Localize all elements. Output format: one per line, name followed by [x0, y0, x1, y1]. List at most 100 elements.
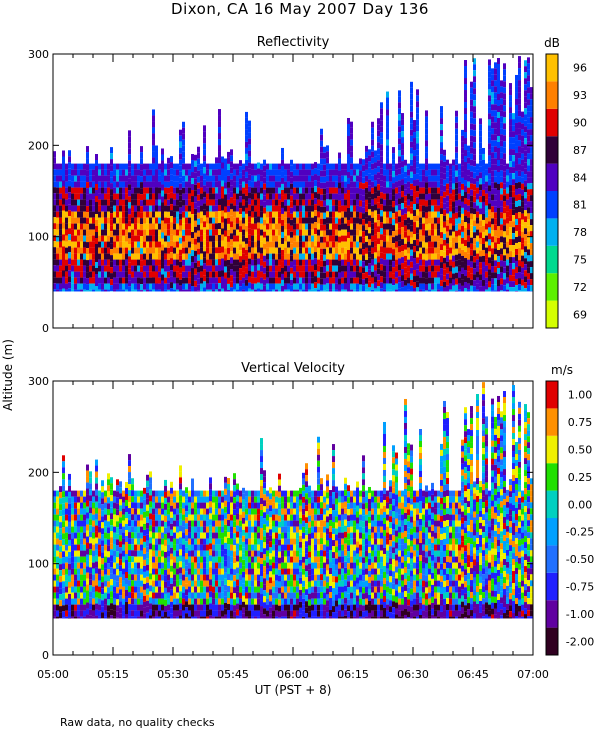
heatmap-cell: [332, 229, 335, 236]
heatmap-cell: [362, 171, 365, 178]
heatmap-cell: [65, 211, 68, 218]
heatmap-cell: [398, 198, 401, 205]
heatmap-cell: [377, 202, 380, 209]
heatmap-cell: [71, 175, 74, 182]
heatmap-cell: [110, 483, 113, 490]
heatmap-cell: [452, 213, 455, 220]
heatmap-cell: [425, 266, 428, 273]
heatmap-cell: [122, 283, 125, 290]
heatmap-cell: [464, 252, 467, 259]
heatmap-cell: [464, 144, 467, 151]
heatmap-cell: [155, 235, 158, 242]
heatmap-cell: [428, 217, 431, 224]
heatmap-cell: [374, 156, 377, 163]
heatmap-cell: [401, 203, 404, 210]
heatmap-cell: [446, 201, 449, 208]
heatmap-cell: [119, 241, 122, 248]
heatmap-cell: [134, 586, 137, 593]
heatmap-cell: [359, 266, 362, 273]
heatmap-cell: [182, 259, 185, 266]
heatmap-cell: [500, 212, 503, 219]
heatmap-cell: [227, 229, 230, 236]
heatmap-cell: [86, 476, 89, 483]
heatmap-cell: [275, 211, 278, 218]
heatmap-cell: [128, 610, 131, 617]
heatmap-cell: [350, 253, 353, 260]
heatmap-cell: [365, 271, 368, 278]
heatmap-cell: [53, 610, 56, 617]
heatmap-cell: [170, 228, 173, 235]
heatmap-cell: [89, 187, 92, 194]
heatmap-cell: [407, 175, 410, 182]
heatmap-cell: [149, 501, 152, 508]
heatmap-cell: [116, 557, 119, 564]
heatmap-cell: [176, 289, 179, 292]
heatmap-cell: [260, 163, 263, 170]
heatmap-cell: [410, 147, 413, 154]
heatmap-cell: [413, 252, 416, 259]
heatmap-cell: [104, 562, 107, 569]
heatmap-cell: [203, 281, 206, 288]
heatmap-cell: [461, 195, 464, 202]
heatmap-cell: [125, 283, 128, 290]
heatmap-cell: [356, 229, 359, 236]
heatmap-cell: [209, 289, 212, 292]
heatmap-cell: [161, 154, 164, 161]
heatmap-cell: [473, 196, 476, 203]
y-tick-label: 200: [28, 139, 49, 152]
heatmap-cell: [200, 283, 203, 290]
heatmap-cell: [494, 194, 497, 201]
heatmap-cell: [374, 168, 377, 175]
heatmap-cell: [128, 190, 131, 197]
heatmap-cell: [242, 235, 245, 242]
heatmap-cell: [314, 264, 317, 271]
heatmap-cell: [143, 265, 146, 272]
heatmap-cell: [398, 288, 401, 292]
heatmap-cell: [134, 544, 137, 551]
heatmap-cell: [128, 130, 131, 137]
heatmap-cell: [386, 91, 389, 98]
heatmap-cell: [221, 264, 224, 271]
heatmap-cell: [302, 193, 305, 200]
heatmap-cell: [356, 289, 359, 292]
heatmap-cell: [68, 563, 71, 570]
heatmap-cell: [104, 550, 107, 557]
heatmap-cell: [221, 234, 224, 241]
heatmap-cell: [74, 508, 77, 515]
heatmap-cell: [140, 200, 143, 207]
heatmap-cell: [371, 187, 374, 194]
heatmap-cell: [101, 163, 104, 170]
heatmap-cell: [344, 259, 347, 266]
heatmap-cell: [518, 176, 521, 183]
heatmap-cell: [365, 223, 368, 230]
heatmap-cell: [389, 289, 392, 292]
heatmap-cell: [53, 604, 56, 611]
colorbar-label: 90: [573, 117, 587, 130]
heatmap-cell: [158, 283, 161, 290]
heatmap-cell: [275, 271, 278, 278]
heatmap-cell: [239, 160, 242, 167]
heatmap-cell: [416, 113, 419, 120]
heatmap-cell: [374, 192, 377, 199]
heatmap-cell: [62, 497, 65, 504]
heatmap-cell: [140, 206, 143, 213]
heatmap-cell: [440, 226, 443, 233]
heatmap-cell: [404, 195, 407, 202]
heatmap-cell: [284, 277, 287, 284]
heatmap-cell: [530, 99, 533, 106]
heatmap-cell: [491, 200, 494, 207]
heatmap-cell: [494, 266, 497, 273]
heatmap-cell: [107, 539, 110, 546]
heatmap-cell: [494, 248, 497, 255]
heatmap-cell: [218, 223, 221, 230]
heatmap-cell: [74, 580, 77, 587]
heatmap-cell: [347, 267, 350, 274]
heatmap-cell: [140, 490, 143, 497]
heatmap-cell: [53, 277, 56, 284]
heatmap-cell: [518, 170, 521, 177]
heatmap-cell: [74, 502, 77, 509]
heatmap-cell: [290, 255, 293, 262]
heatmap-cell: [233, 211, 236, 218]
heatmap-cell: [95, 525, 98, 532]
heatmap-cell: [461, 213, 464, 220]
